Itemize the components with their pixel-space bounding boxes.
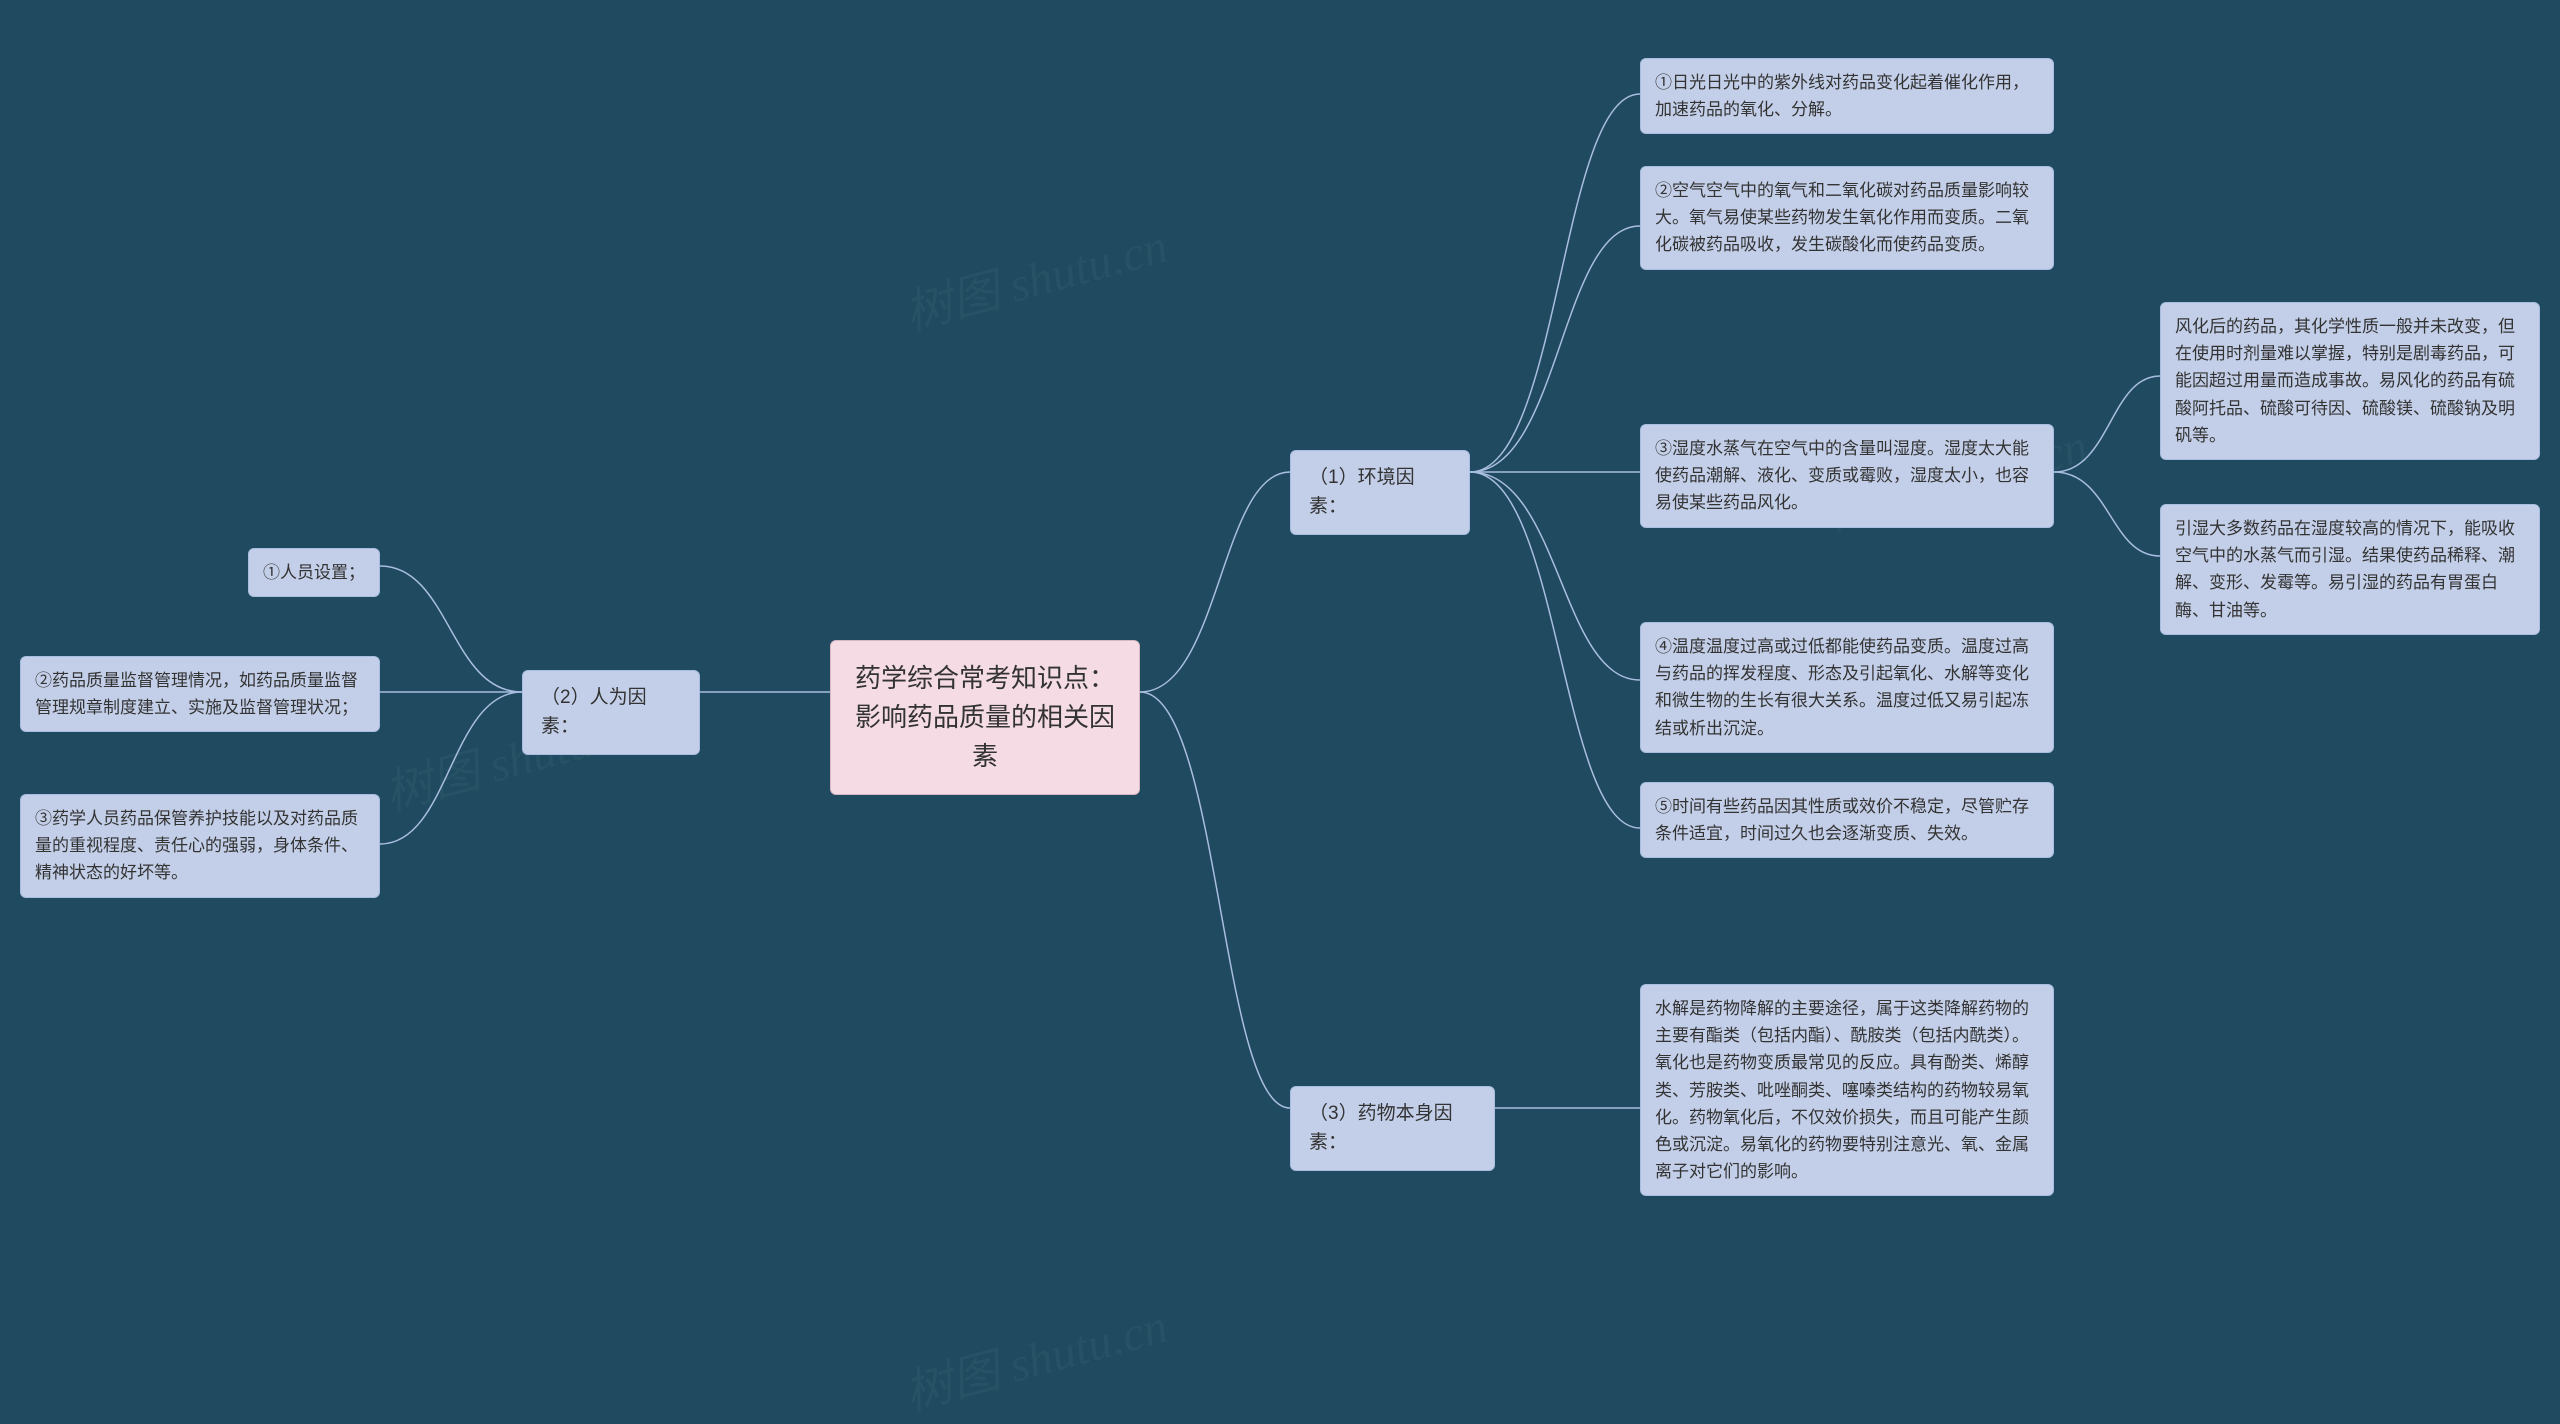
leaf-env-air[interactable]: ②空气空气中的氧气和二氧化碳对药品质量影响较大。氧气易使某些药物发生氧化作用而变… bbox=[1640, 166, 2054, 270]
leaf-env-time[interactable]: ⑤时间有些药品因其性质或效价不稳定，尽管贮存条件适宜，时间过久也会逐渐变质、失效… bbox=[1640, 782, 2054, 858]
branch-environment[interactable]: （1）环境因素： bbox=[1290, 450, 1470, 535]
connectors-svg bbox=[0, 0, 2560, 1376]
leaf-env-sunlight[interactable]: ①日光日光中的紫外线对药品变化起着催化作用，加速药品的氧化、分解。 bbox=[1640, 58, 2054, 134]
leaf-human-staff[interactable]: ①人员设置； bbox=[248, 548, 380, 597]
leaf-env-humidity-moisture[interactable]: 引湿大多数药品在湿度较高的情况下，能吸收空气中的水蒸气而引湿。结果使药品稀释、潮… bbox=[2160, 504, 2540, 635]
watermark: 树图 shutu.cn bbox=[896, 206, 1174, 343]
root-node[interactable]: 药学综合常考知识点：影响药品质量的相关因素 bbox=[830, 640, 1140, 795]
watermark: 树图 shutu.cn bbox=[896, 1286, 1174, 1423]
leaf-human-skill[interactable]: ③药学人员药品保管养护技能以及对药品质量的重视程度、责任心的强弱，身体条件、精神… bbox=[20, 794, 380, 898]
branch-human[interactable]: （2）人为因素： bbox=[522, 670, 700, 755]
leaf-human-supervision[interactable]: ②药品质量监督管理情况，如药品质量监督管理规章制度建立、实施及监督管理状况； bbox=[20, 656, 380, 732]
branch-drug-self[interactable]: （3）药物本身因素： bbox=[1290, 1086, 1495, 1171]
leaf-env-humidity-weathering[interactable]: 风化后的药品，其化学性质一般并未改变，但在使用时剂量难以掌握，特别是剧毒药品，可… bbox=[2160, 302, 2540, 460]
leaf-env-temperature[interactable]: ④温度温度过高或过低都能使药品变质。温度过高与药品的挥发程度、形态及引起氧化、水… bbox=[1640, 622, 2054, 753]
leaf-drug-self[interactable]: 水解是药物降解的主要途径，属于这类降解药物的主要有酯类（包括内酯）、酰胺类（包括… bbox=[1640, 984, 2054, 1196]
leaf-env-humidity[interactable]: ③湿度水蒸气在空气中的含量叫湿度。湿度太大能使药品潮解、液化、变质或霉败，湿度太… bbox=[1640, 424, 2054, 528]
